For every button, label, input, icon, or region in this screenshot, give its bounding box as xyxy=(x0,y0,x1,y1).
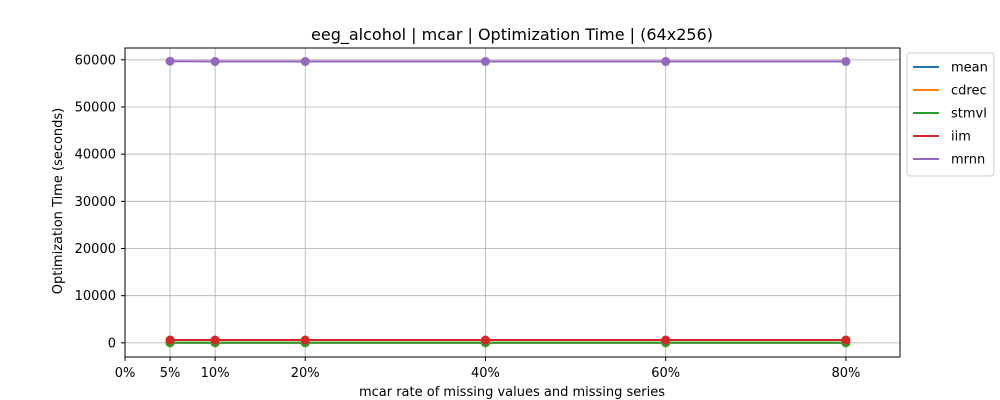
y-tick-label: 60000 xyxy=(75,53,116,68)
y-tick-label: 40000 xyxy=(75,148,116,163)
x-tick-label: 20% xyxy=(291,366,320,381)
y-tick-label: 20000 xyxy=(75,242,116,257)
legend-item-iim: iim xyxy=(913,130,971,145)
legend-item-mrnn: mrnn xyxy=(913,153,985,168)
data-point-iim xyxy=(210,335,220,345)
legend-label: mean xyxy=(951,61,988,76)
data-point-iim xyxy=(165,335,175,345)
ticks: 0% 5% 10% 20% 40% 60% 80% 0 10000 20000 30000 40000… xyxy=(75,53,861,381)
data-point-iim xyxy=(841,335,851,345)
series-layer xyxy=(165,56,851,348)
y-tick-label: 30000 xyxy=(75,195,116,210)
data-point-mrnn xyxy=(210,56,220,66)
data-point-iim xyxy=(480,335,490,345)
x-tick-label: 80% xyxy=(831,366,860,381)
y-axis-label: Optimization Time (seconds) xyxy=(51,108,66,295)
x-tick-label: 0% xyxy=(115,366,136,381)
data-point-iim xyxy=(300,335,310,345)
legend-label: stmvl xyxy=(951,107,987,122)
series-mrnn xyxy=(165,56,851,66)
x-tick-label: 60% xyxy=(651,366,680,381)
x-tick-label: 10% xyxy=(201,366,230,381)
x-tick-label: 5% xyxy=(160,366,181,381)
legend-item-cdrec: cdrec xyxy=(913,84,987,99)
data-point-iim xyxy=(661,335,671,345)
y-tick-label: 50000 xyxy=(75,100,116,115)
data-point-mrnn xyxy=(300,56,310,66)
y-tick-label: 10000 xyxy=(75,289,116,304)
x-axis-label: mcar rate of missing values and missing … xyxy=(359,385,665,400)
legend-box xyxy=(906,52,995,177)
data-point-mrnn xyxy=(841,56,851,66)
x-tick-label: 40% xyxy=(471,366,500,381)
legend-item-mean: mean xyxy=(913,61,988,76)
grid xyxy=(124,48,900,357)
data-point-mrnn xyxy=(480,56,490,66)
legend-label: mrnn xyxy=(951,153,985,168)
data-point-mrnn xyxy=(165,56,175,66)
chart-title: eeg_alcohol | mcar | Optimization Time |… xyxy=(311,25,713,45)
legend-item-stmvl: stmvl xyxy=(913,107,987,122)
legend-label: cdrec xyxy=(951,84,987,99)
data-point-mrnn xyxy=(661,56,671,66)
plot-frame xyxy=(124,47,901,358)
y-tick-label: 0 xyxy=(108,336,116,351)
legend: mean cdrec stmvl iim mrnn xyxy=(906,52,995,177)
legend-label: iim xyxy=(951,130,971,145)
series-iim xyxy=(165,335,851,345)
